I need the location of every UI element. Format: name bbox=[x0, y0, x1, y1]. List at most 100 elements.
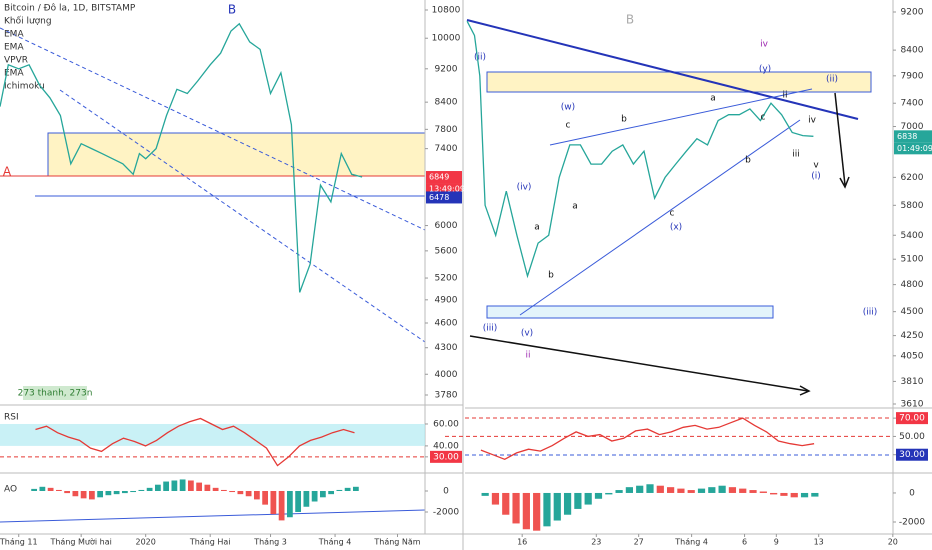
ao-bar bbox=[728, 487, 737, 493]
ao-bar bbox=[749, 490, 757, 493]
wave-label: (x) bbox=[670, 223, 682, 233]
ao-bar bbox=[295, 490, 302, 512]
x-tick-label: Tháng 4 bbox=[318, 538, 352, 547]
wave-label: iii bbox=[792, 150, 800, 160]
wave-label: a bbox=[710, 94, 716, 104]
y-tick-label: 4000 bbox=[435, 370, 458, 380]
ao-bar bbox=[739, 488, 747, 493]
channel-line bbox=[59, 89, 426, 343]
ao-bar bbox=[708, 487, 716, 493]
ao-bar bbox=[502, 492, 510, 515]
ao-bar bbox=[163, 481, 170, 491]
ao-bar bbox=[533, 492, 541, 531]
ao-bar bbox=[55, 489, 62, 491]
wave-label: v bbox=[813, 161, 819, 171]
price-tag bbox=[894, 142, 932, 155]
y-tick-label: 7400 bbox=[435, 144, 458, 154]
ao-bar bbox=[625, 487, 633, 493]
ao-bar bbox=[543, 492, 551, 527]
y-tick-label: 3810 bbox=[901, 377, 924, 387]
ao-bar bbox=[229, 490, 236, 493]
y-tick-label: -2000 bbox=[899, 517, 925, 527]
ao-bar bbox=[187, 480, 194, 491]
price-line bbox=[480, 417, 815, 461]
wave-label: (ii) bbox=[826, 75, 838, 85]
bar-count-box bbox=[23, 386, 87, 400]
arrow-head bbox=[839, 176, 850, 189]
price-line bbox=[466, 20, 814, 279]
wave-label: iv bbox=[808, 116, 817, 126]
ao-bar bbox=[574, 492, 582, 509]
panel-title: AO bbox=[4, 485, 17, 495]
x-tick-label: Tháng 4 bbox=[674, 538, 708, 547]
price-tag bbox=[426, 171, 462, 184]
wave-label: (w) bbox=[561, 103, 575, 113]
zone-box bbox=[486, 71, 872, 93]
wave-label: (v) bbox=[521, 329, 533, 339]
ao-bar bbox=[105, 490, 112, 496]
ao-bar bbox=[352, 486, 359, 491]
price-tag-label: 6838 bbox=[897, 132, 917, 141]
ao-bar bbox=[113, 490, 120, 495]
ao-bar bbox=[303, 490, 310, 507]
ao-bar bbox=[171, 480, 178, 491]
wave-label: B bbox=[228, 3, 236, 17]
ao-bar bbox=[553, 492, 561, 521]
legend-item: EMA bbox=[4, 30, 24, 40]
ao-bar bbox=[270, 490, 277, 515]
y-tick-label: 0 bbox=[443, 486, 449, 496]
legend-item: EMA bbox=[4, 69, 24, 79]
price-line bbox=[0, 22, 363, 293]
wave-label: c bbox=[566, 121, 571, 131]
ao-bar bbox=[31, 488, 38, 491]
y-tick-label: 5800 bbox=[901, 201, 924, 211]
wave-label: ii bbox=[525, 351, 530, 361]
wave-label: (iii) bbox=[483, 324, 498, 334]
ao-bar bbox=[344, 487, 351, 491]
wave-label: B bbox=[626, 13, 634, 27]
wave-label: iv bbox=[760, 40, 769, 50]
y-tick-label: 4300 bbox=[435, 343, 458, 353]
ao-bar bbox=[594, 492, 603, 499]
ao-bar bbox=[138, 489, 145, 491]
ao-bar bbox=[800, 492, 809, 498]
price-line bbox=[35, 417, 355, 467]
price-tag-label: 6478 bbox=[429, 193, 449, 202]
y-tick-label: 30.00 bbox=[433, 452, 459, 462]
ao-bar bbox=[220, 489, 227, 491]
y-tick-label: 5400 bbox=[901, 231, 924, 241]
y-tick-label: 50.00 bbox=[899, 432, 925, 442]
x-tick-label: Tháng 3 bbox=[253, 538, 287, 547]
y-tick-label: 8400 bbox=[435, 98, 458, 108]
y-tick-label: 6200 bbox=[901, 173, 924, 183]
y-tick-label: 8400 bbox=[901, 46, 924, 56]
ao-bar bbox=[39, 486, 46, 491]
y-tick-label: 9200 bbox=[435, 64, 458, 74]
ao-bar bbox=[80, 490, 87, 499]
ao-bar bbox=[615, 490, 623, 493]
y-tick-label: 30.00 bbox=[899, 450, 925, 460]
ao-bar bbox=[336, 489, 343, 491]
forecast-arrow bbox=[834, 92, 846, 186]
y-tick-label: 5600 bbox=[435, 246, 458, 256]
wave-label: b bbox=[745, 156, 751, 166]
channel-line bbox=[0, 27, 426, 231]
x-tick-label: Tháng Năm bbox=[373, 538, 420, 547]
ao-bar bbox=[770, 492, 778, 495]
y-tick-label: 0 bbox=[909, 488, 915, 498]
legend-item: Ichimoku bbox=[4, 82, 45, 92]
ao-bar bbox=[311, 490, 318, 502]
ao-bar bbox=[204, 484, 211, 491]
y-tick-label: 4800 bbox=[901, 280, 924, 290]
price-tag bbox=[894, 130, 932, 143]
wave-label: (iv) bbox=[517, 183, 532, 193]
ao-bar bbox=[253, 490, 260, 500]
y-tick-label: 3780 bbox=[435, 391, 458, 401]
rsi-band bbox=[0, 423, 425, 446]
wave-label: a bbox=[534, 223, 540, 233]
x-tick-label: 9 bbox=[774, 538, 779, 547]
y-tick-label: 4250 bbox=[901, 331, 924, 341]
y-tick-label: 70.00 bbox=[899, 414, 925, 424]
legend-item: VPVR bbox=[4, 56, 28, 66]
x-tick-label: 13 bbox=[814, 538, 824, 547]
